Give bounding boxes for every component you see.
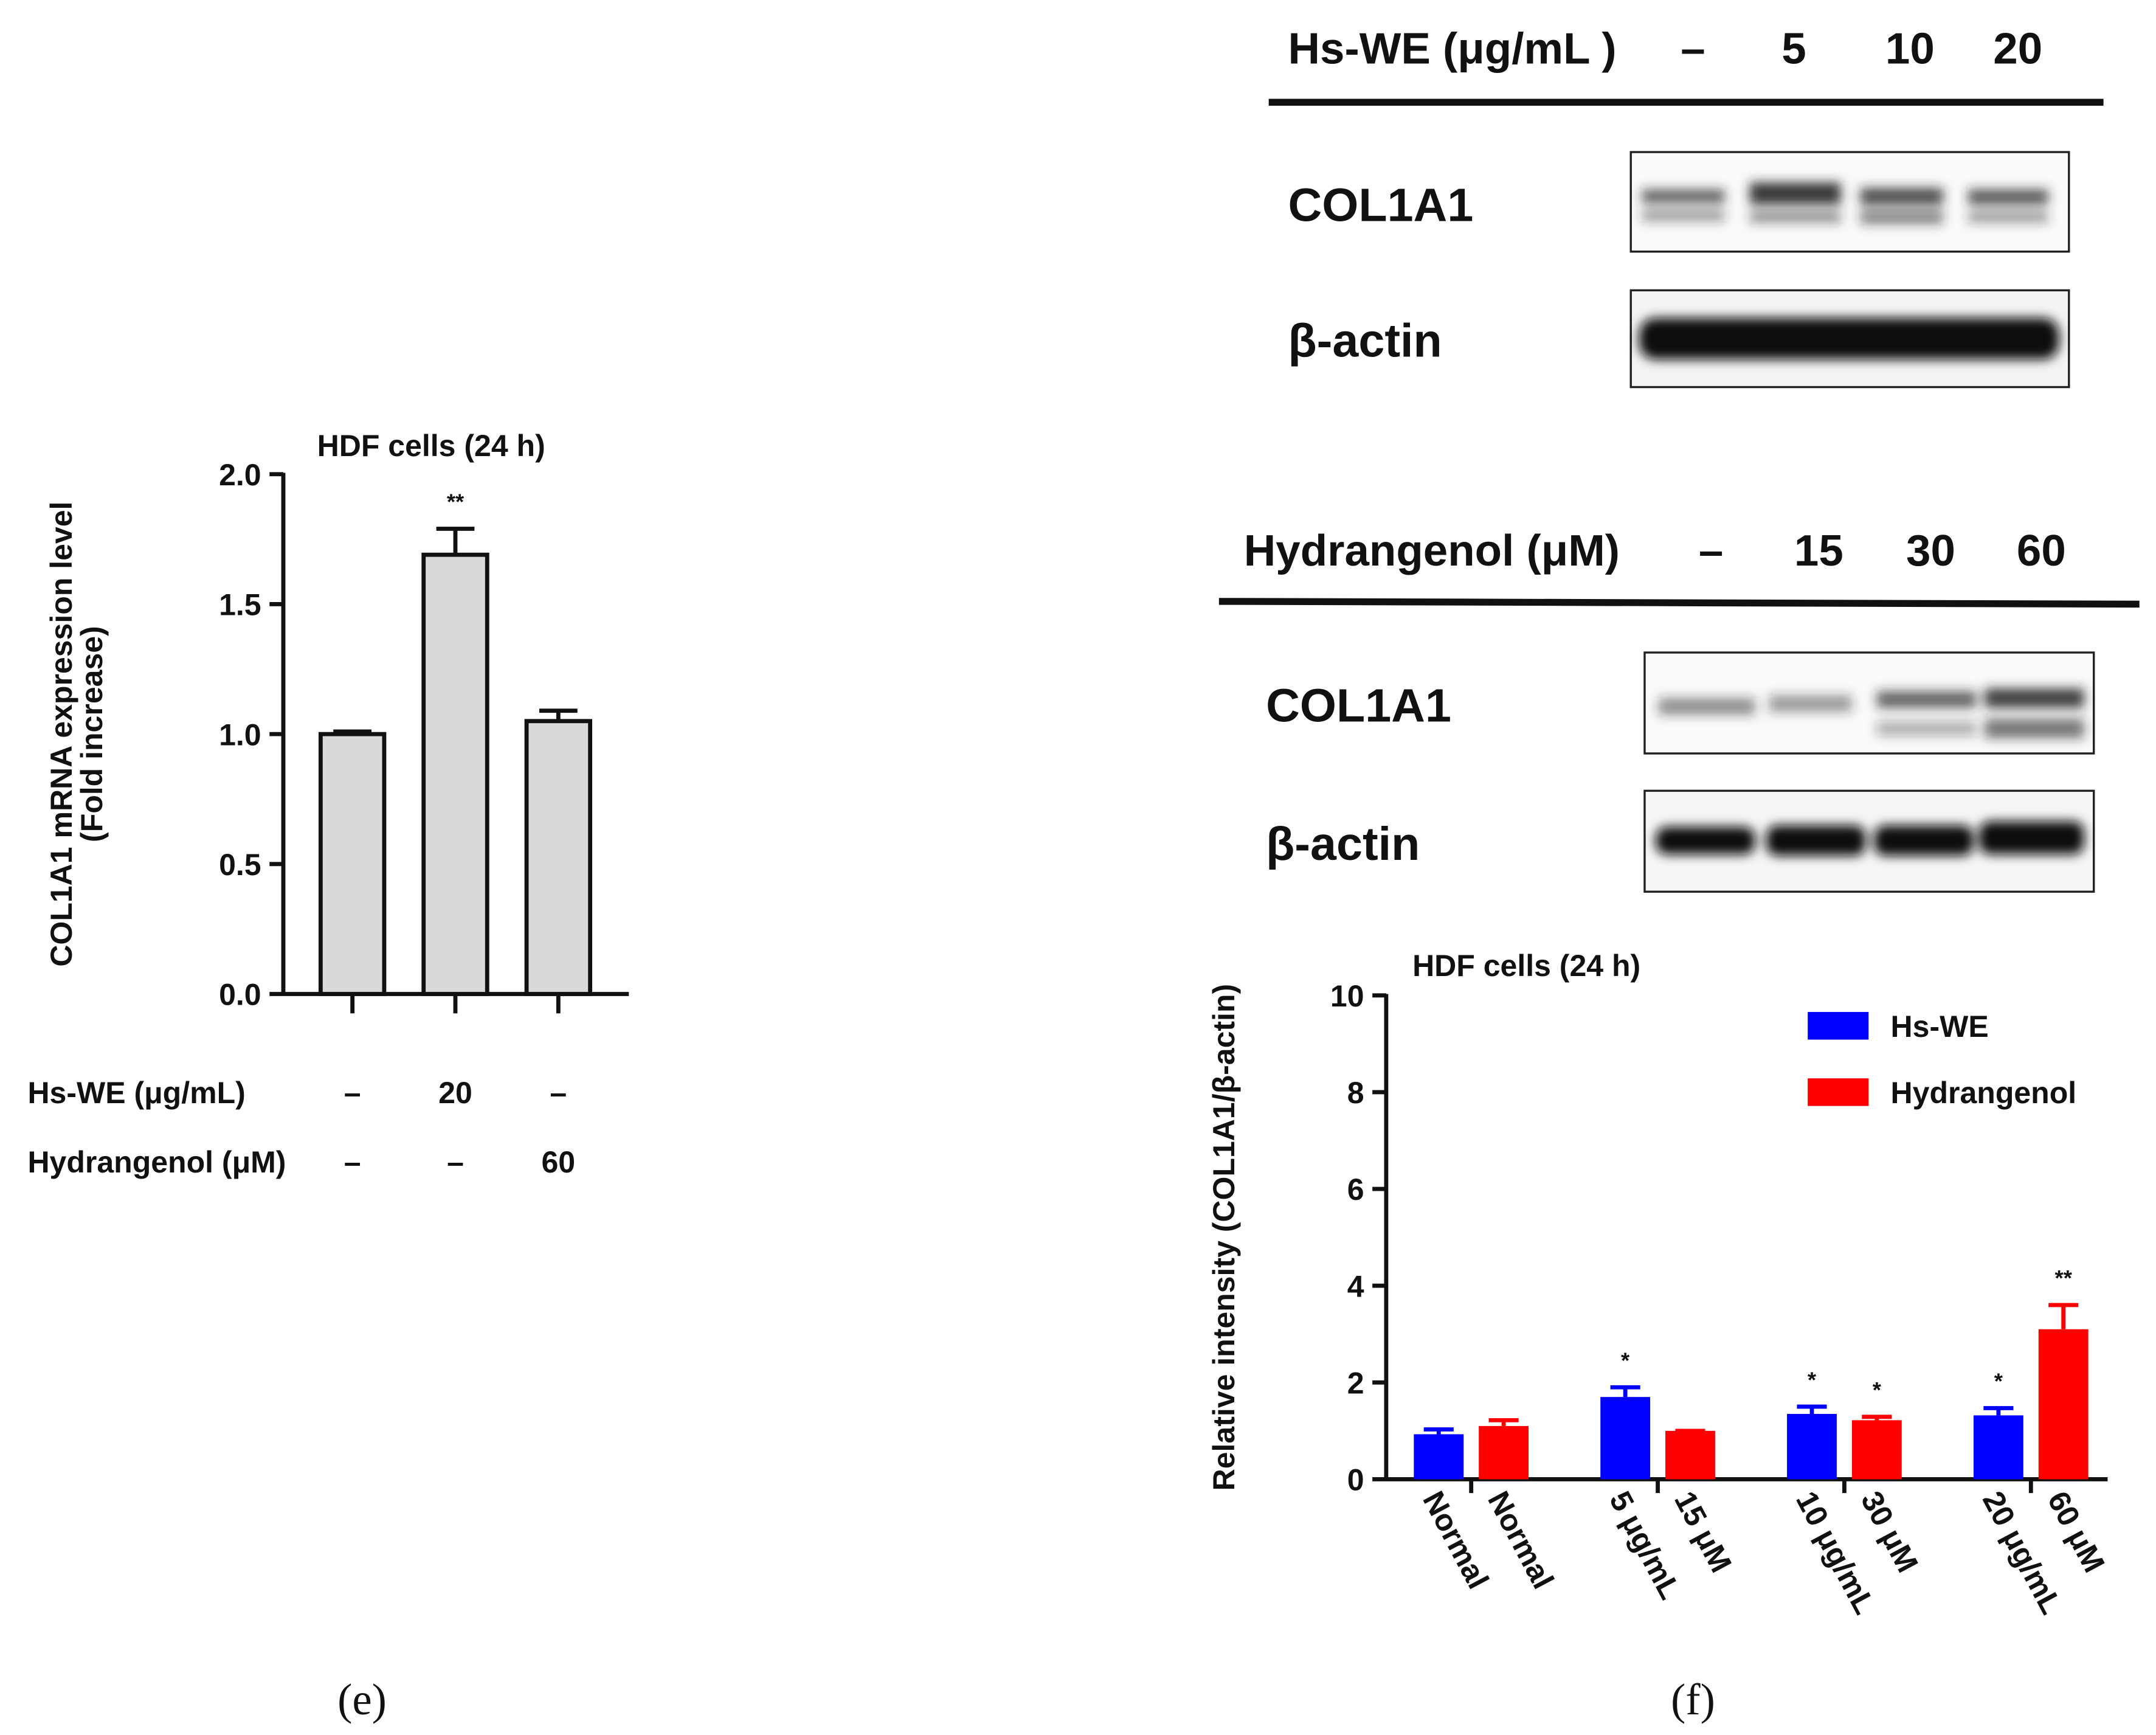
bands bbox=[1658, 688, 2084, 738]
lane-label: 60 bbox=[2017, 526, 2066, 575]
bands bbox=[1656, 821, 2084, 856]
condition-label: Hs-WE (μg/mL) bbox=[27, 1076, 245, 1110]
lane-label: – bbox=[1699, 526, 1723, 575]
bar bbox=[2038, 1329, 2089, 1480]
blot-2: Hydrangenol (μM) – 15 30 60 COL1A1 β-act… bbox=[1218, 526, 2140, 893]
blot-header: Hydrangenol (μM) bbox=[1244, 526, 1620, 575]
bar bbox=[1787, 1414, 1837, 1480]
significance: * bbox=[1621, 1348, 1630, 1373]
error-bar bbox=[1610, 1385, 1640, 1397]
bands bbox=[1639, 317, 2059, 360]
blot-header: Hs-WE (μg/mL ) bbox=[1288, 24, 1617, 74]
blot-1: Hs-WE (μg/mL ) – 5 10 20 COL1A1 β-actin bbox=[1268, 24, 2104, 389]
row-label: β-actin bbox=[1288, 315, 1442, 367]
significance: ** bbox=[447, 490, 465, 514]
lane-label: – bbox=[1681, 24, 1705, 74]
error-bar bbox=[1797, 1404, 1827, 1415]
significance: ** bbox=[2055, 1266, 2073, 1290]
legend-swatch bbox=[1808, 1078, 1869, 1106]
panel-label: (e) bbox=[337, 1675, 387, 1724]
lane-label: 10 bbox=[1885, 24, 1935, 74]
condition-value: 60 bbox=[542, 1145, 576, 1179]
y-tick-label: 0 bbox=[1347, 1463, 1364, 1497]
significance: * bbox=[1994, 1369, 2003, 1394]
lane-label: 15 bbox=[1794, 526, 1843, 575]
condition-label: Hydrangenol (μM) bbox=[27, 1145, 286, 1179]
bar bbox=[421, 552, 489, 996]
lane-label: 30 bbox=[1906, 526, 1955, 575]
y-tick-label: 10 bbox=[1330, 979, 1364, 1013]
y-tick-label: 2 bbox=[1347, 1366, 1364, 1400]
y-tick-label: 8 bbox=[1347, 1076, 1364, 1110]
error-bar bbox=[1423, 1427, 1454, 1435]
bar bbox=[1479, 1425, 1529, 1480]
error-bar bbox=[2048, 1303, 2079, 1329]
bar bbox=[1414, 1434, 1464, 1480]
x-tick-label: 15 μM bbox=[1668, 1486, 1738, 1577]
row-label: COL1A1 bbox=[1288, 179, 1474, 232]
significance: * bbox=[1808, 1367, 1817, 1392]
x-tick-label: 60 μM bbox=[2041, 1486, 2112, 1577]
y-axis-label: (Fold increase) bbox=[75, 626, 109, 842]
panel-label: (f) bbox=[1671, 1675, 1715, 1724]
condition-value: – bbox=[344, 1076, 361, 1110]
y-tick-label: 6 bbox=[1347, 1172, 1364, 1207]
y-axis-label: COL1A1 mRNA expression level bbox=[44, 502, 78, 967]
bar bbox=[1973, 1415, 2023, 1480]
lane-label: 20 bbox=[1993, 24, 2042, 74]
x-tick-label: 30 μM bbox=[1854, 1486, 1925, 1577]
legend-label: Hs-WE bbox=[1891, 1009, 1989, 1044]
chart-title: HDF cells (24 h) bbox=[1412, 949, 1640, 983]
bar bbox=[318, 732, 387, 996]
chart-title: HDF cells (24 h) bbox=[317, 429, 545, 463]
y-tick-label: 1.5 bbox=[219, 588, 261, 622]
bar bbox=[524, 719, 593, 996]
legend-swatch bbox=[1808, 1012, 1869, 1040]
condition-value: – bbox=[550, 1076, 567, 1110]
legend-label: Hydrangenol bbox=[1891, 1076, 2077, 1110]
error-bar bbox=[436, 527, 475, 555]
row-label: COL1A1 bbox=[1266, 680, 1451, 732]
lane-label: 5 bbox=[1781, 24, 1806, 74]
error-bar bbox=[1862, 1415, 1892, 1421]
condition-value: – bbox=[447, 1145, 464, 1179]
y-tick-label: 1.0 bbox=[219, 718, 261, 752]
y-axis-label: Relative intensity (COL1A1/β-actin) bbox=[1207, 984, 1241, 1491]
bar bbox=[1665, 1430, 1715, 1480]
error-bar bbox=[1488, 1418, 1519, 1426]
bar bbox=[1851, 1420, 1902, 1480]
row-label: β-actin bbox=[1266, 818, 1420, 870]
significance: * bbox=[1873, 1377, 1882, 1402]
y-tick-label: 0.5 bbox=[219, 848, 261, 882]
divider bbox=[1218, 598, 2140, 608]
condition-value: 20 bbox=[438, 1076, 472, 1110]
error-bar bbox=[1983, 1406, 2014, 1416]
bar bbox=[1600, 1397, 1651, 1480]
condition-value: – bbox=[344, 1145, 361, 1179]
bands bbox=[1642, 182, 2048, 224]
y-tick-label: 0.0 bbox=[219, 978, 261, 1012]
y-tick-label: 2.0 bbox=[219, 458, 261, 492]
y-tick-label: 4 bbox=[1347, 1269, 1364, 1303]
